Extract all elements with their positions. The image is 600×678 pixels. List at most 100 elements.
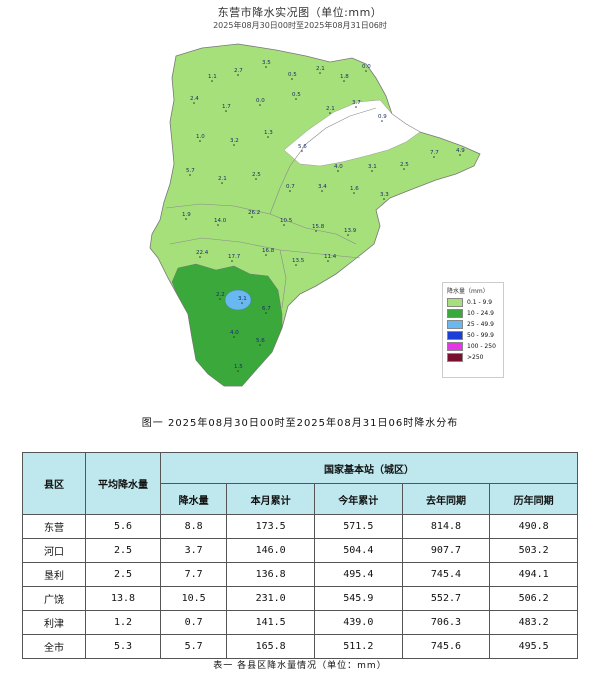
station-dot: [233, 336, 235, 338]
cell-avg: 2.5: [85, 538, 161, 563]
station-value-label: 3.2: [230, 138, 239, 144]
station-value-label: 2.1: [326, 106, 335, 112]
station-value-label: 1.0: [196, 134, 205, 140]
station-dot: [199, 256, 201, 258]
station-dot: [353, 192, 355, 194]
station-dot: [295, 264, 297, 266]
station-value-label: 4.0: [334, 164, 343, 170]
station-value-label: 2.4: [190, 96, 199, 102]
cell-last-year: 745.6: [401, 634, 491, 659]
cell-rain: 8.8: [159, 514, 228, 539]
legend-swatch: [447, 298, 463, 307]
station-dot: [289, 190, 291, 192]
legend-label: 0.1 - 9.9: [467, 299, 493, 306]
station-value-label: 2.1: [218, 176, 227, 182]
station-value-label: 0.0: [256, 98, 265, 104]
station-value-label: 13.5: [292, 258, 305, 264]
station-value-label: 3.1: [238, 296, 247, 302]
precipitation-table: 县区 平均降水量 国家基本站（城区） 降水量 本月累计 今年累计 去年同期 历年…: [22, 452, 578, 659]
station-dot: [337, 170, 339, 172]
station-value-label: 14.0: [214, 218, 227, 224]
cell-year: 511.2: [313, 634, 403, 659]
cell-last-year: 907.7: [401, 538, 491, 563]
cell-history: 490.8: [489, 514, 578, 539]
station-dot: [265, 254, 267, 256]
station-value-label: 13.9: [344, 228, 357, 234]
figure-caption: 图一 2025年08月30日00时至2025年08月31日06时降水分布: [141, 418, 459, 429]
station-value-label: 15.8: [312, 224, 325, 230]
station-value-label: 5.7: [186, 168, 195, 174]
station-value-label: 26.2: [248, 210, 260, 216]
station-value-label: 2.5: [252, 172, 261, 178]
station-value-label: 1.5: [234, 364, 243, 370]
cell-history: 495.5: [489, 634, 578, 659]
cell-rain: 0.7: [159, 610, 228, 635]
cell-month: 173.5: [226, 514, 315, 539]
station-value-label: 1.8: [340, 74, 349, 80]
legend-swatch: [447, 320, 463, 329]
station-dot: [265, 312, 267, 314]
station-dot: [199, 140, 201, 142]
table-row: 东营 5.6 8.8 173.5 571.5 814.8 490.8: [22, 514, 578, 539]
legend-item: >250: [447, 352, 499, 363]
cell-history: 503.2: [489, 538, 578, 563]
table-row: 全市 5.3 5.7 165.8 511.2 745.6 495.5: [22, 634, 578, 659]
legend-item: 25 - 49.9: [447, 319, 499, 330]
header-group: 国家基本站（城区）: [160, 452, 578, 484]
legend-swatch: [447, 353, 463, 362]
cell-history: 483.2: [489, 610, 578, 635]
cell-rain: 5.7: [159, 634, 228, 659]
station-dot: [259, 344, 261, 346]
header-county: 县区: [22, 452, 86, 515]
legend-item: 50 - 99.9: [447, 330, 499, 341]
station-dot: [237, 74, 239, 76]
station-dot: [321, 190, 323, 192]
station-dot: [383, 198, 385, 200]
station-dot: [251, 216, 253, 218]
station-value-label: 22.4: [196, 250, 209, 256]
station-value-label: 1.9: [182, 212, 191, 218]
legend-label: 50 - 99.9: [467, 332, 494, 339]
cell-county: 利津: [22, 610, 86, 635]
station-value-label: 4.9: [456, 148, 465, 154]
cell-last-year: 814.8: [401, 514, 491, 539]
cell-rain: 7.7: [159, 562, 228, 587]
legend-swatch: [447, 331, 463, 340]
cell-county: 广饶: [22, 586, 86, 611]
station-dot: [381, 120, 383, 122]
station-dot: [347, 234, 349, 236]
table-row: 利津 1.2 0.7 141.5 439.0 706.3 483.2: [22, 610, 578, 635]
header-avg: 平均降水量: [85, 452, 161, 515]
station-dot: [301, 150, 303, 152]
legend-swatch: [447, 342, 463, 351]
map-region-moderate-rain: [171, 263, 283, 387]
cell-month: 146.0: [226, 538, 315, 563]
station-value-label: 3.3: [380, 192, 389, 198]
cell-year: 439.0: [313, 610, 403, 635]
station-dot: [365, 70, 367, 72]
station-dot: [237, 370, 239, 372]
station-dot: [433, 156, 435, 158]
cell-avg: 1.2: [85, 610, 161, 635]
station-value-label: 2.1: [316, 66, 325, 72]
map-region-heavy-rain: [224, 289, 252, 311]
legend-item: 0.1 - 9.9: [447, 297, 499, 308]
cell-month: 165.8: [226, 634, 315, 659]
cell-avg: 13.8: [85, 586, 161, 611]
station-value-label: 11.4: [324, 254, 337, 260]
cell-history: 506.2: [489, 586, 578, 611]
table-caption: 表一 各县区降水量情况（单位：mm）: [213, 661, 387, 671]
legend-item: 100 - 250: [447, 341, 499, 352]
station-dot: [315, 230, 317, 232]
station-dot: [371, 170, 373, 172]
cell-avg: 2.5: [85, 562, 161, 587]
cell-year: 571.5: [313, 514, 403, 539]
station-dot: [211, 80, 213, 82]
table-row: 广饶 13.8 10.5 231.0 545.9 552.7 506.2: [22, 586, 578, 611]
cell-month: 136.8: [226, 562, 315, 587]
legend-label: >250: [467, 354, 484, 361]
station-dot: [327, 260, 329, 262]
station-dot: [255, 178, 257, 180]
cell-county: 东营: [22, 514, 86, 539]
station-value-label: 10.5: [280, 218, 293, 224]
